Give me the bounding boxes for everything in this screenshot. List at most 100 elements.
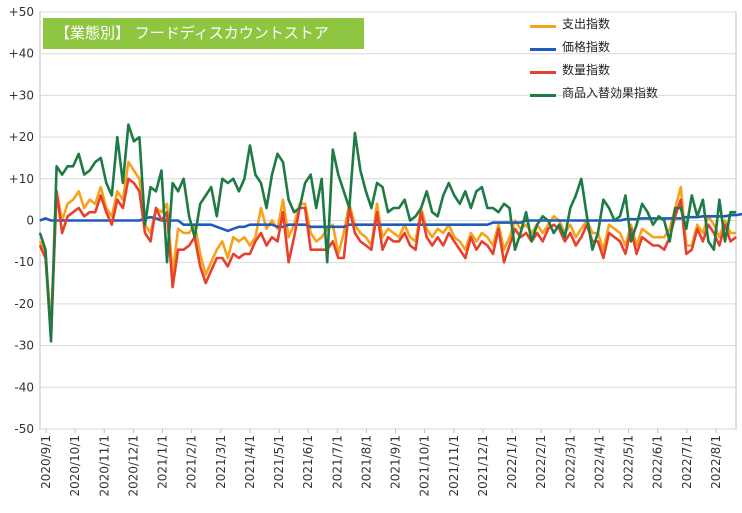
- data-point: [735, 211, 737, 213]
- data-point: [83, 174, 85, 176]
- data-point: [100, 186, 102, 188]
- data-point: [459, 249, 461, 251]
- x-tick-label: 2022/8/1: [709, 435, 723, 489]
- data-point: [282, 161, 284, 163]
- data-point: [111, 194, 113, 197]
- series-layer: [38, 123, 742, 343]
- data-point: [376, 211, 378, 213]
- data-point: [591, 249, 593, 251]
- data-point: [553, 232, 555, 234]
- data-point: [210, 261, 212, 263]
- data-point: [459, 224, 461, 226]
- data-point: [326, 261, 328, 263]
- data-point: [276, 153, 279, 155]
- legend-item: 数量指数: [530, 60, 680, 83]
- data-point: [199, 224, 201, 226]
- data-point: [420, 211, 422, 213]
- data-point: [718, 244, 721, 247]
- data-point: [525, 211, 527, 213]
- data-point: [188, 232, 190, 234]
- data-point: [166, 211, 168, 213]
- data-point: [591, 219, 593, 222]
- data-point: [359, 169, 361, 172]
- data-point: [729, 240, 732, 242]
- data-point: [392, 232, 395, 234]
- x-tick-label: 2021/11/1: [447, 435, 461, 497]
- data-point: [83, 215, 85, 217]
- data-point: [227, 230, 229, 232]
- data-point: [321, 226, 323, 228]
- data-point: [238, 190, 240, 192]
- data-point: [542, 232, 544, 234]
- data-point: [464, 257, 466, 259]
- data-point: [67, 165, 69, 167]
- data-point: [39, 232, 41, 234]
- legend-swatch: [530, 71, 556, 74]
- data-point: [276, 240, 279, 242]
- data-point: [370, 249, 373, 251]
- data-point: [453, 194, 455, 197]
- data-point: [398, 236, 400, 238]
- data-point: [718, 215, 721, 217]
- data-point: [652, 224, 654, 226]
- data-point: [265, 228, 268, 230]
- data-point: [227, 182, 229, 184]
- data-point: [713, 215, 715, 217]
- legend-label: 商品入替効果指数: [562, 86, 659, 100]
- data-point: [39, 219, 41, 222]
- legend-label: 価格指数: [562, 40, 611, 54]
- data-point: [453, 224, 455, 226]
- data-point: [492, 221, 494, 224]
- data-point: [260, 232, 262, 234]
- legend-swatch: [530, 48, 556, 51]
- data-point: [89, 211, 91, 213]
- data-point: [238, 257, 240, 259]
- data-point: [387, 228, 389, 230]
- data-point: [547, 228, 549, 230]
- data-point: [691, 216, 693, 218]
- data-point: [575, 244, 577, 247]
- data-point: [542, 215, 544, 217]
- data-point: [475, 240, 477, 242]
- data-point: [663, 249, 665, 251]
- data-point: [685, 253, 687, 255]
- data-point: [387, 236, 389, 238]
- data-point: [475, 190, 477, 192]
- data-point: [94, 211, 96, 213]
- data-point: [194, 236, 196, 238]
- data-point: [78, 190, 80, 192]
- data-point: [133, 169, 135, 172]
- data-point: [243, 236, 245, 238]
- data-point: [199, 203, 201, 205]
- data-point: [619, 240, 621, 242]
- data-point: [492, 244, 494, 247]
- data-point: [133, 140, 135, 142]
- data-point: [724, 240, 726, 242]
- data-point: [702, 240, 704, 242]
- data-point: [553, 219, 555, 222]
- data-point: [127, 219, 129, 222]
- data-point: [315, 240, 317, 242]
- data-point: [365, 236, 367, 238]
- data-point: [133, 219, 135, 222]
- data-point: [542, 219, 544, 222]
- data-point: [470, 207, 472, 209]
- x-tick-label: 2021/2/1: [185, 435, 199, 489]
- data-point: [392, 224, 395, 226]
- data-point: [702, 199, 704, 201]
- data-point: [205, 274, 207, 276]
- data-point: [475, 224, 477, 226]
- data-point: [365, 190, 367, 192]
- data-point: [635, 253, 638, 255]
- data-point: [597, 240, 599, 242]
- data-point: [663, 236, 665, 238]
- data-point: [647, 217, 649, 220]
- data-point: [310, 232, 312, 234]
- data-point: [481, 224, 483, 226]
- data-point: [171, 286, 174, 288]
- data-point: [453, 240, 455, 242]
- data-point: [287, 261, 290, 263]
- data-point: [652, 244, 654, 247]
- data-point: [50, 340, 52, 343]
